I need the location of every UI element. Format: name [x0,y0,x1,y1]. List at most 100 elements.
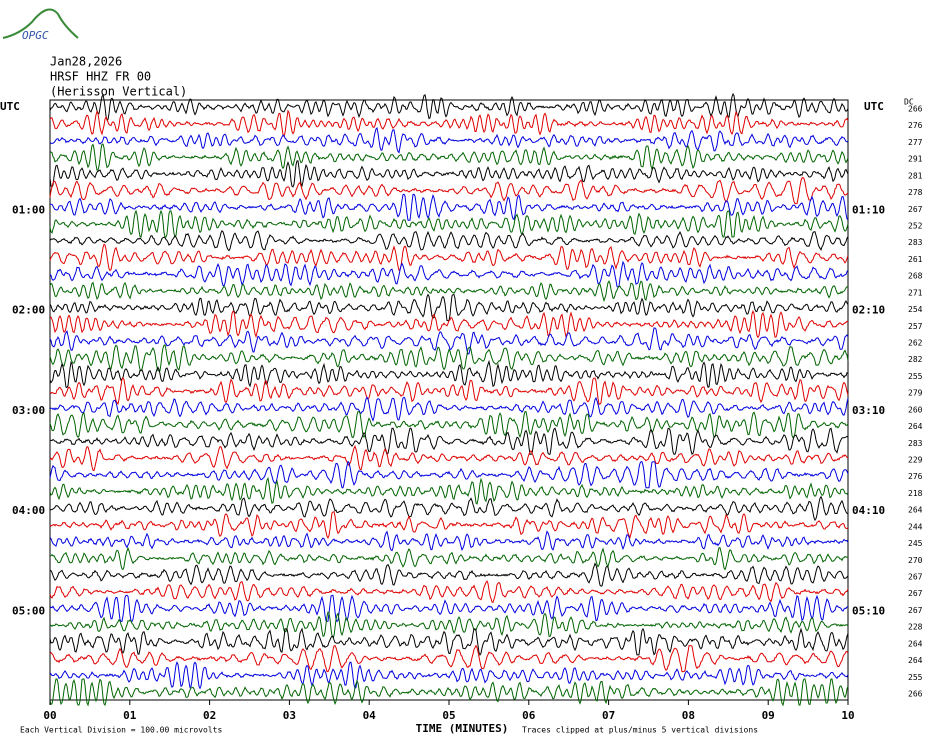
trace [49,445,849,472]
dc-value: 264 [908,506,923,515]
dc-value: 283 [908,439,923,448]
dc-value: 268 [908,272,923,281]
logo-curve [2,8,79,39]
x-tick-label: 03 [283,709,296,722]
dc-value: 264 [908,639,923,648]
note-left: Each Vertical Division = 100.00 microvol… [20,726,222,735]
dc-value: 281 [908,171,923,180]
dc-value: 261 [908,255,923,264]
dc-value: 276 [908,472,923,481]
x-tick-label: 00 [43,709,56,722]
dc-value: 267 [908,573,923,582]
left-time-label: 01:00 [12,203,45,216]
trace [49,327,849,355]
dc-value: 282 [908,355,923,364]
dc-value: 255 [908,372,923,381]
dc-value: 266 [908,690,923,699]
note-right: Traces clipped at plus/minus 5 vertical … [522,726,758,735]
trace [49,209,849,238]
x-tick-label: 09 [762,709,775,722]
x-tick-label: 08 [682,709,695,722]
trace [49,359,849,388]
trace [49,92,849,121]
dc-value: 291 [908,155,923,164]
right-time-label: 03:10 [852,404,885,417]
dc-value: 244 [908,522,923,531]
dc-value: 270 [908,556,923,565]
traces [49,92,849,707]
trace [49,580,849,604]
logo-text: OPGC [22,29,49,42]
dc-value: 218 [908,489,923,498]
trace [49,126,849,154]
dc-value: 255 [908,673,923,682]
left-axis-title: UTC [0,100,20,113]
dc-value: 254 [908,305,923,314]
dc-value: 252 [908,222,923,231]
trace [49,109,849,138]
trace [49,293,849,322]
dc-value: 245 [908,539,923,548]
trace [49,243,849,272]
trace [49,377,849,405]
dc-value: 271 [908,288,923,297]
trace [49,411,849,439]
trace [50,546,849,571]
trace [49,396,849,423]
dc-value: 260 [908,405,923,414]
dc-value: 276 [908,121,923,130]
trace [49,193,849,221]
right-time-label: 01:10 [852,203,885,216]
x-tick-label: 06 [522,709,536,722]
trace [49,280,849,303]
x-tick-label: 05 [442,709,455,722]
trace [49,477,849,505]
trace [49,177,849,205]
dc-value: 228 [908,623,923,632]
x-tick-label: 04 [363,709,377,722]
dc-value: 264 [908,656,923,665]
trace [49,160,849,188]
trace [49,310,849,339]
trace [49,660,849,690]
dc-value: 266 [908,105,923,114]
dc-title: DC [904,98,914,107]
trace [49,678,849,707]
right-time-label: 04:10 [852,504,885,517]
x-tick-label: 10 [841,709,854,722]
station: HRSF HHZ FR 00 [50,70,151,84]
dc-value: 267 [908,589,923,598]
x-tick-label: 01 [123,709,137,722]
x-tick-label: 07 [602,709,615,722]
trace [49,229,849,252]
station-name: (Herisson Vertical) [50,85,187,99]
dc-value: 262 [908,339,923,348]
right-time-label: 05:10 [852,604,885,617]
trace [49,627,849,657]
dc-value: 264 [908,422,923,431]
left-time-label: 03:00 [12,404,45,417]
date: Jan28,2026 [50,55,122,69]
dc-value: 283 [908,238,923,247]
trace [49,143,849,171]
trace [49,594,849,623]
right-time-label: 02:10 [852,304,885,317]
x-axis-title: TIME (MINUTES) [416,722,509,735]
trace [49,611,849,639]
trace [49,530,849,552]
dc-value: 277 [908,138,923,147]
trace [49,344,849,372]
logo: OPGC [2,8,79,42]
dc-value: 279 [908,389,923,398]
x-tick-label: 02 [203,709,216,722]
left-time-label: 04:00 [12,504,45,517]
trace [49,427,849,456]
dc-value: 257 [908,322,923,331]
trace [49,460,849,489]
dc-value: 267 [908,606,923,615]
dc-value: 229 [908,456,923,465]
trace [49,562,849,587]
left-time-label: 02:00 [12,304,45,317]
trace [49,511,849,540]
